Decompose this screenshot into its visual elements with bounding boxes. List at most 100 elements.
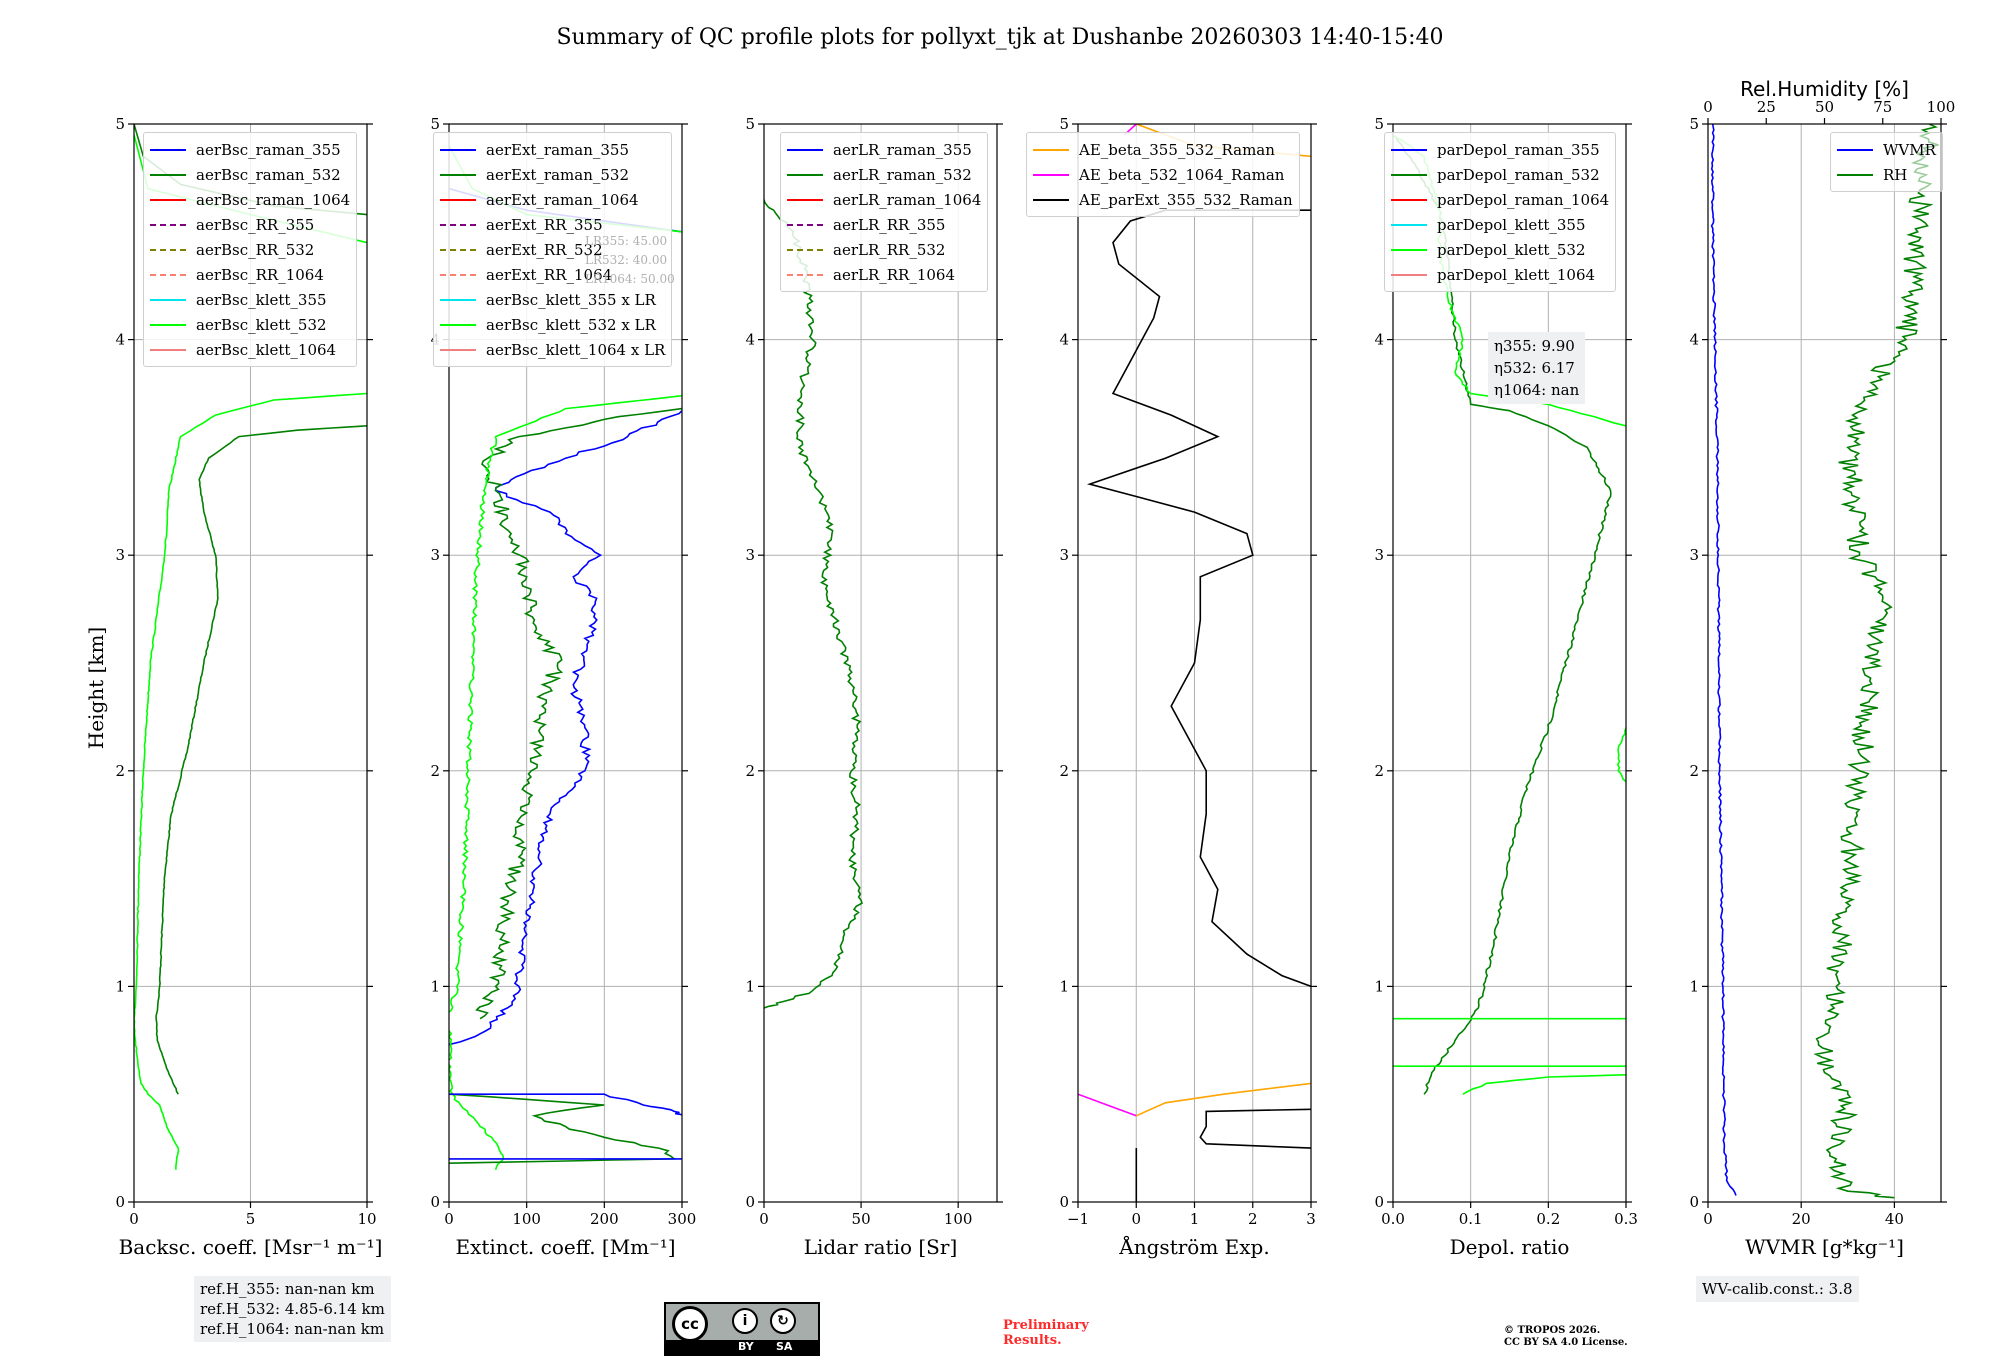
legend-swatch — [150, 273, 186, 276]
y-tick-label: 4 — [1374, 331, 1384, 349]
legend-swatch — [787, 198, 823, 201]
legend-label: aerLR_RR_532 — [833, 240, 946, 259]
legend-swatch — [1837, 173, 1873, 176]
legend-ae: AE_beta_355_532_Raman AE_beta_532_1064_Ra… — [1026, 132, 1300, 217]
legend-label: aerLR_raman_355 — [833, 140, 972, 159]
cc-license-badge: cc i ↻ BY SA — [664, 1302, 820, 1356]
x-tick-label: 40 — [1885, 1210, 1904, 1228]
legend-label: aerExt_raman_1064 — [486, 190, 639, 209]
legend-swatch — [150, 148, 186, 151]
x-tick-label: −1 — [1067, 1210, 1089, 1228]
axes-frame — [448, 123, 683, 1203]
legend-swatch — [150, 198, 186, 201]
x-tick-label: 0.3 — [1614, 1210, 1638, 1228]
legend-swatch — [150, 348, 186, 351]
copyright-line-1: © TROPOS 2026. — [1504, 1325, 1601, 1336]
x-tick-label: 50 — [852, 1210, 871, 1228]
x-tick-label: 20 — [1792, 1210, 1811, 1228]
by-person-icon: i — [732, 1308, 758, 1334]
panel-depol: 0.0 0.1 0.2 0.3 0 1 2 3 4 5 Depol. ratio — [1374, 115, 1637, 1259]
series-aerBsc_raman_532 — [155, 425, 367, 1095]
legend-label: parDepol_klett_355 — [1437, 215, 1586, 234]
top-x-tick-label: 25 — [1757, 98, 1776, 116]
series-parDepol_raman_532 — [1393, 134, 1612, 1095]
legend-label: aerExt_RR_355 — [486, 215, 603, 234]
eta-annotation-box: η355: 9.90 η532: 6.17 η1064: nan — [1488, 332, 1586, 404]
y-tick-label: 1 — [115, 977, 125, 995]
y-tick-label: 2 — [115, 762, 125, 780]
cc-logo-icon: cc — [672, 1306, 708, 1342]
legend-item: aerBsc_klett_355 — [150, 287, 350, 312]
legend-item: aerBsc_klett_355 x LR — [440, 287, 665, 312]
preliminary-line-2: Results. — [1003, 1333, 1062, 1348]
series-aerBsc_klett_532 — [134, 392, 367, 1170]
x-tick-label: 200 — [590, 1210, 619, 1228]
legend-label: aerBsc_RR_355 — [196, 215, 315, 234]
y-tick-label: 0 — [1374, 1193, 1384, 1211]
preliminary-results-note: Preliminary Results. — [1003, 1318, 1089, 1348]
legend-item: parDepol_klett_355 — [1391, 212, 1609, 237]
series-group — [1710, 124, 1939, 1199]
series-aerExt_raman_532 — [475, 407, 682, 1020]
series-aerExt_raman_355 — [449, 410, 682, 1046]
x-axis-label: Ångström Exp. — [1118, 1234, 1269, 1259]
legend-label: aerLR_raman_1064 — [833, 190, 982, 209]
legend-swatch — [440, 323, 476, 326]
series-AE_beta_355_532_Raman — [1135, 1082, 1311, 1117]
legend-item: aerBsc_raman_532 — [150, 162, 350, 187]
legend-item: aerBsc_klett_532 — [150, 312, 350, 337]
legend-item: aerBsc_raman_355 — [150, 137, 350, 162]
top-x-axis-label: Rel.Humidity [%] — [1740, 77, 1909, 101]
legend-swatch — [1033, 198, 1069, 201]
y-tick-label: 5 — [1689, 115, 1699, 133]
y-tick-label: 0 — [1059, 1193, 1069, 1211]
legend-item: aerBsc_RR_355 — [150, 212, 350, 237]
y-tick-label: 1 — [430, 977, 440, 995]
y-tick-label: 5 — [1374, 115, 1384, 133]
legend-swatch — [150, 323, 186, 326]
legend-label: aerBsc_raman_1064 — [196, 190, 351, 209]
ref-height-532: ref.H_532: 4.85-6.14 km — [200, 1300, 385, 1318]
y-tick-label: 1 — [745, 977, 755, 995]
legend-label: AE_beta_532_1064_Raman — [1079, 165, 1285, 184]
legend-swatch — [787, 148, 823, 151]
lr-532: LR532: 40.00 — [585, 253, 668, 267]
legend-item: WVMR — [1837, 137, 1936, 162]
y-tick-label: 0 — [745, 1193, 755, 1211]
legend-label: aerExt_raman_532 — [486, 165, 629, 184]
legend-swatch — [440, 248, 476, 251]
y-tick-label: 1 — [1689, 977, 1699, 995]
legend-label: aerBsc_raman_355 — [196, 140, 341, 159]
y-axis-label: Height [km] — [84, 627, 108, 749]
legend-label: aerBsc_klett_1064 x LR — [486, 340, 666, 359]
top-x-tick-label: 100 — [1927, 98, 1956, 116]
y-tick-label: 2 — [1374, 762, 1384, 780]
legend-item: RH — [1837, 162, 1936, 187]
panel-lr: 0 50 100 0 1 2 3 4 5 Lidar ratio [Sr] — [745, 115, 1003, 1259]
series-aerLR_raman_532 — [764, 199, 863, 1009]
y-tick-label: 4 — [115, 331, 125, 349]
legend-wv: WVMR RH — [1830, 132, 1943, 192]
legend-label: parDepol_raman_532 — [1437, 165, 1600, 184]
legend-item: aerBsc_klett_532 x LR — [440, 312, 665, 337]
legend-item: parDepol_raman_355 — [1391, 137, 1609, 162]
legend-item: aerLR_raman_532 — [787, 162, 981, 187]
series-group — [764, 199, 863, 1009]
y-tick-label: 5 — [1059, 115, 1069, 133]
legend-swatch — [440, 298, 476, 301]
legend-label: parDepol_raman_1064 — [1437, 190, 1610, 209]
cc-by-label: BY — [738, 1340, 754, 1353]
x-tick-label: 5 — [246, 1210, 256, 1228]
legend-item: aerLR_RR_1064 — [787, 262, 981, 287]
legend-label: AE_parExt_355_532_Raman — [1079, 190, 1293, 209]
legend-swatch — [787, 248, 823, 251]
y-tick-label: 5 — [745, 115, 755, 133]
y-tick-label: 1 — [1374, 977, 1384, 995]
axes-frame — [1392, 123, 1627, 1203]
x-tick-label: 0 — [444, 1210, 454, 1228]
legend-item: parDepol_klett_1064 — [1391, 262, 1609, 287]
legend-item: aerExt_raman_532 — [440, 162, 665, 187]
x-tick-label: 3 — [1306, 1210, 1316, 1228]
legend-item: aerBsc_klett_1064 x LR — [440, 337, 665, 362]
